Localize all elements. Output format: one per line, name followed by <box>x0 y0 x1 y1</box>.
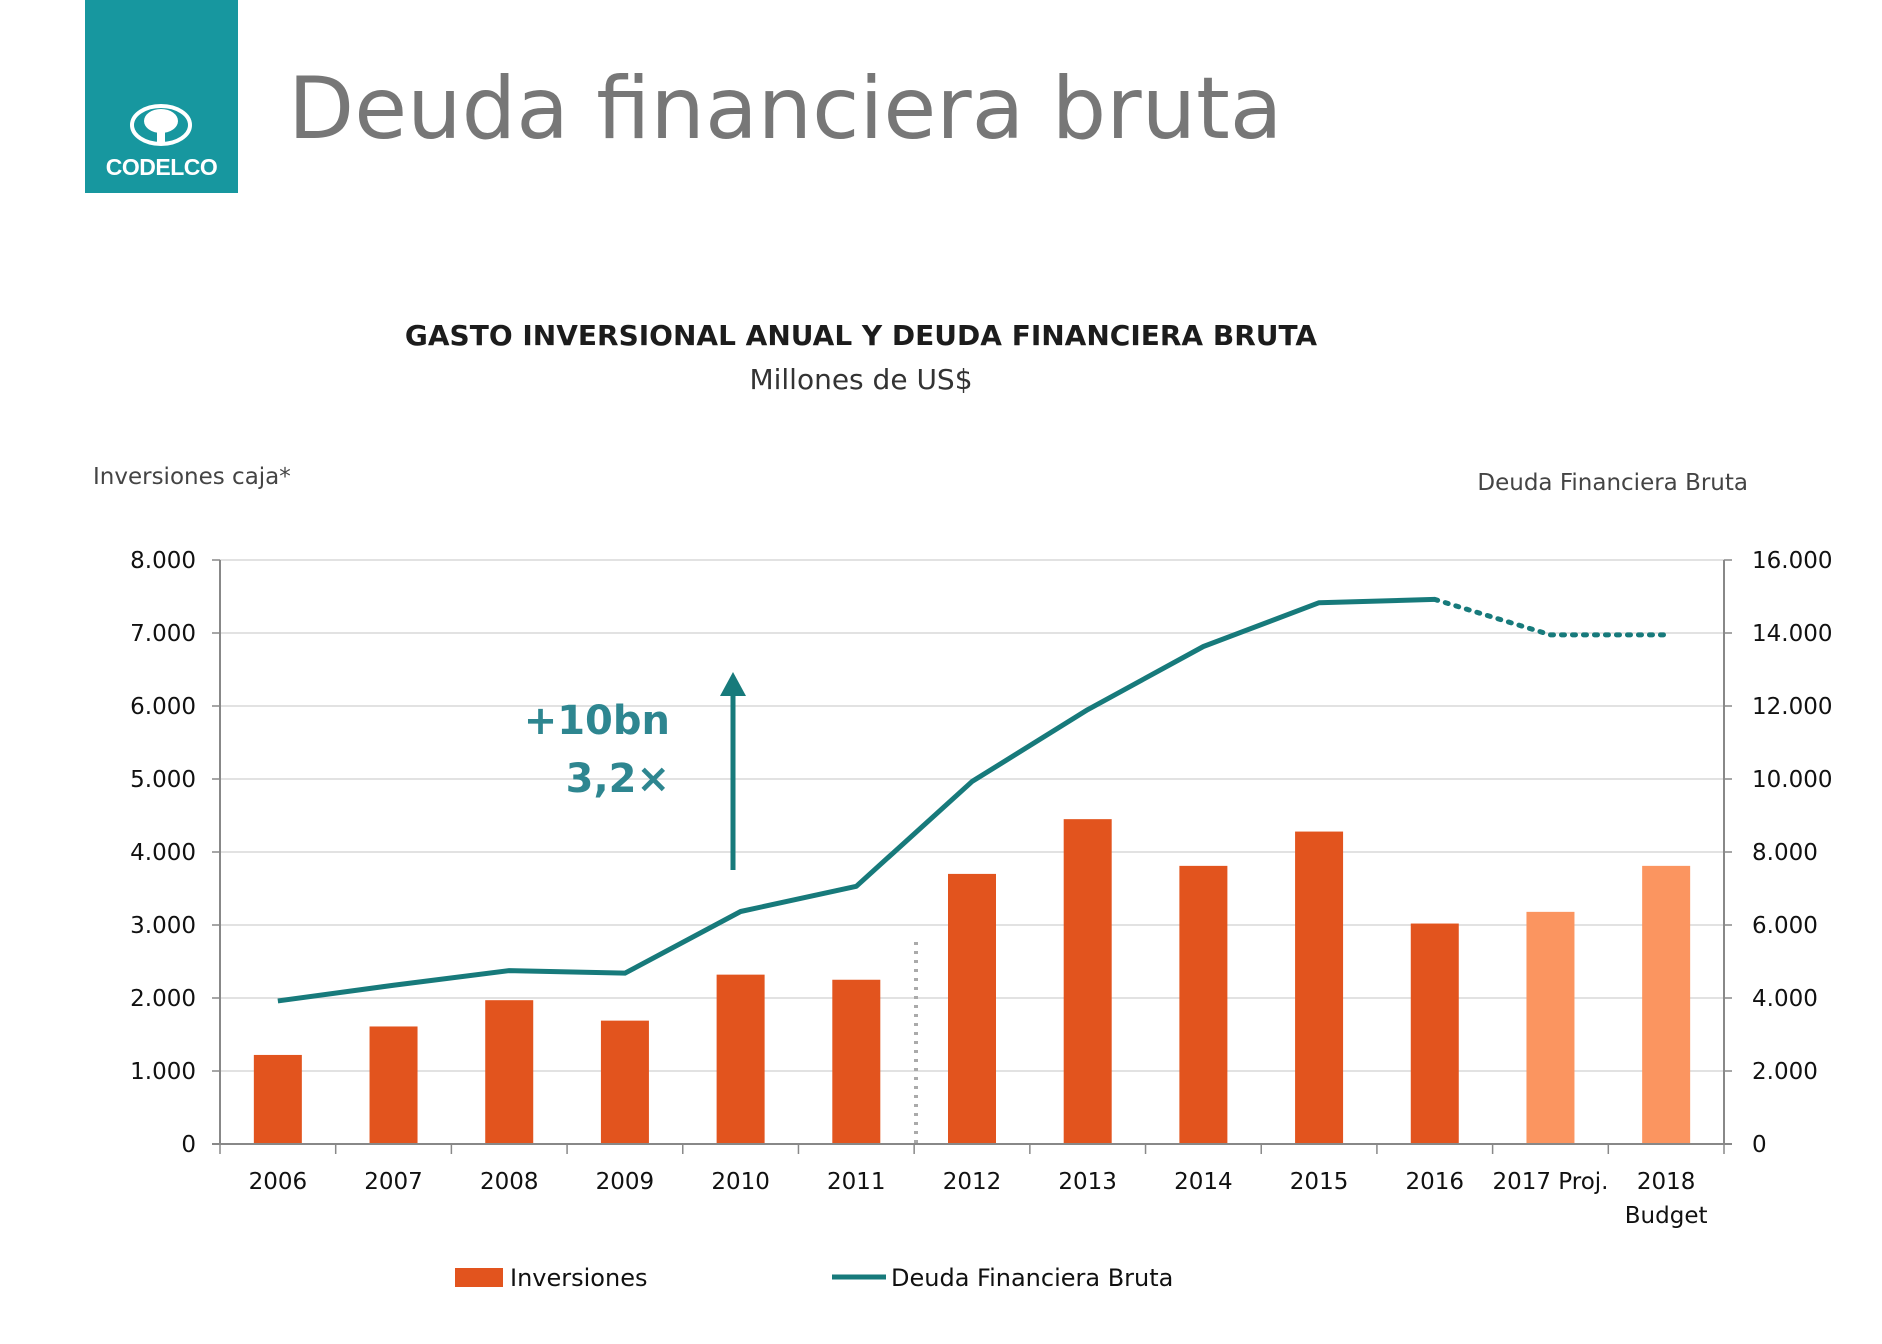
right-tick-label: 0 <box>1752 1132 1767 1158</box>
x-tick-label-line: 2009 <box>596 1169 655 1195</box>
x-tick-label: 2016 <box>1405 1169 1464 1195</box>
bar-inversiones <box>600 1020 649 1144</box>
x-tick-label: 2017 Proj. <box>1492 1169 1608 1195</box>
right-tick-label: 8.000 <box>1752 840 1818 866</box>
left-tick-label: 6.000 <box>130 694 196 720</box>
x-tick-label: 2007 <box>364 1169 423 1195</box>
left-tick-label: 4.000 <box>130 840 196 866</box>
x-tick-label: 2018 Budget <box>1625 1169 1708 1229</box>
x-tick-label: 2010 <box>711 1169 770 1195</box>
left-tick-label: 3.000 <box>130 913 196 939</box>
up-arrow-icon <box>720 672 746 870</box>
x-tick-label: 2013 <box>1058 1169 1117 1195</box>
slide-title: Deuda financiera bruta <box>288 59 1283 159</box>
codelco-logo: CODELCO <box>85 0 238 193</box>
x-tick-label: 2011 <box>827 1169 886 1195</box>
x-tick-label-line: 2008 <box>480 1169 539 1195</box>
annotation-multiplier: 3,2× <box>566 756 670 802</box>
legend-swatch-inversiones <box>455 1268 503 1287</box>
x-axis-labels: 2006 2007 2008 2009 2010 2011 2012 2013 2014 2015… <box>249 1169 1708 1229</box>
x-tick-label-line: 2006 <box>249 1169 308 1195</box>
right-tick-label: 6.000 <box>1752 913 1818 939</box>
x-tick-label: 2015 <box>1290 1169 1349 1195</box>
x-tick-label: 2012 <box>943 1169 1002 1195</box>
right-axis-ticks: 0 2.000 4.000 6.000 8.000 10.000 12.000 14.000 1… <box>1724 548 1832 1158</box>
legend-label-deuda: Deuda Financiera Bruta <box>891 1264 1173 1292</box>
right-tick-label: 12.000 <box>1752 694 1832 720</box>
x-tick-label-line: 2017 Proj. <box>1492 1169 1608 1195</box>
x-tick-label-line: Budget <box>1625 1203 1708 1229</box>
right-tick-label: 4.000 <box>1752 986 1818 1012</box>
bar-inversiones <box>1526 911 1575 1144</box>
bar-inversiones <box>832 979 881 1144</box>
left-axis-ticks: 0 1.000 2.000 3.000 4.000 5.000 6.000 7.000 8.00… <box>130 548 220 1158</box>
annotation-increase: +10bn <box>524 698 670 744</box>
bar-inversiones <box>253 1054 302 1144</box>
bar-inversiones <box>485 1000 534 1144</box>
left-tick-label: 0 <box>181 1132 196 1158</box>
left-axis-label: Inversiones caja* <box>93 464 291 490</box>
x-tick-label-line: 2016 <box>1405 1169 1464 1195</box>
x-tick-label: 2008 <box>480 1169 539 1195</box>
line-series <box>277 596 1669 1004</box>
x-tick-label-line: 2012 <box>943 1169 1002 1195</box>
chart-title: GASTO INVERSIONAL ANUAL Y DEUDA FINANCIE… <box>405 319 1318 352</box>
right-tick-label: 16.000 <box>1752 548 1832 574</box>
left-tick-label: 1.000 <box>130 1059 196 1085</box>
x-tick-label-line: 2014 <box>1174 1169 1233 1195</box>
bar-inversiones <box>948 873 996 1144</box>
left-tick-label: 7.000 <box>130 621 196 647</box>
x-tick-label-line: 2011 <box>827 1169 886 1195</box>
line-deuda-projected <box>1432 596 1669 638</box>
right-tick-label: 2.000 <box>1752 1059 1818 1085</box>
legend: Inversiones Deuda Financiera Bruta <box>455 1264 1173 1292</box>
codelco-emblem-icon <box>130 104 192 146</box>
bar-inversiones <box>1179 865 1228 1144</box>
legend-label-inversiones: Inversiones <box>510 1264 647 1292</box>
bar-inversiones <box>1295 831 1344 1144</box>
bar-series <box>253 819 1691 1144</box>
x-tick-label: 2014 <box>1174 1169 1233 1195</box>
x-tick-label-line: 2013 <box>1058 1169 1117 1195</box>
bar-inversiones <box>1642 865 1691 1144</box>
x-tick-label-line: 2010 <box>711 1169 770 1195</box>
right-tick-label: 10.000 <box>1752 767 1832 793</box>
right-tick-label: 14.000 <box>1752 621 1832 647</box>
bar-inversiones <box>1063 819 1112 1144</box>
left-tick-label: 5.000 <box>130 767 196 793</box>
x-tick-label-line: 2007 <box>364 1169 423 1195</box>
x-tick-label-line: 2018 <box>1637 1169 1696 1195</box>
line-deuda-solid <box>277 596 1435 1004</box>
left-tick-label: 8.000 <box>130 548 196 574</box>
brand-name: CODELCO <box>105 154 218 180</box>
right-axis-label: Deuda Financiera Bruta <box>1477 470 1748 496</box>
chart-subtitle: Millones de US$ <box>749 363 972 396</box>
axes <box>212 560 1732 1154</box>
left-tick-label: 2.000 <box>130 986 196 1012</box>
bar-inversiones <box>1410 923 1459 1144</box>
bar-inversiones <box>369 1026 418 1144</box>
x-tick-label-line: 2015 <box>1290 1169 1349 1195</box>
bar-inversiones <box>716 974 765 1144</box>
x-tick-label: 2009 <box>596 1169 655 1195</box>
x-tick-label: 2006 <box>249 1169 308 1195</box>
